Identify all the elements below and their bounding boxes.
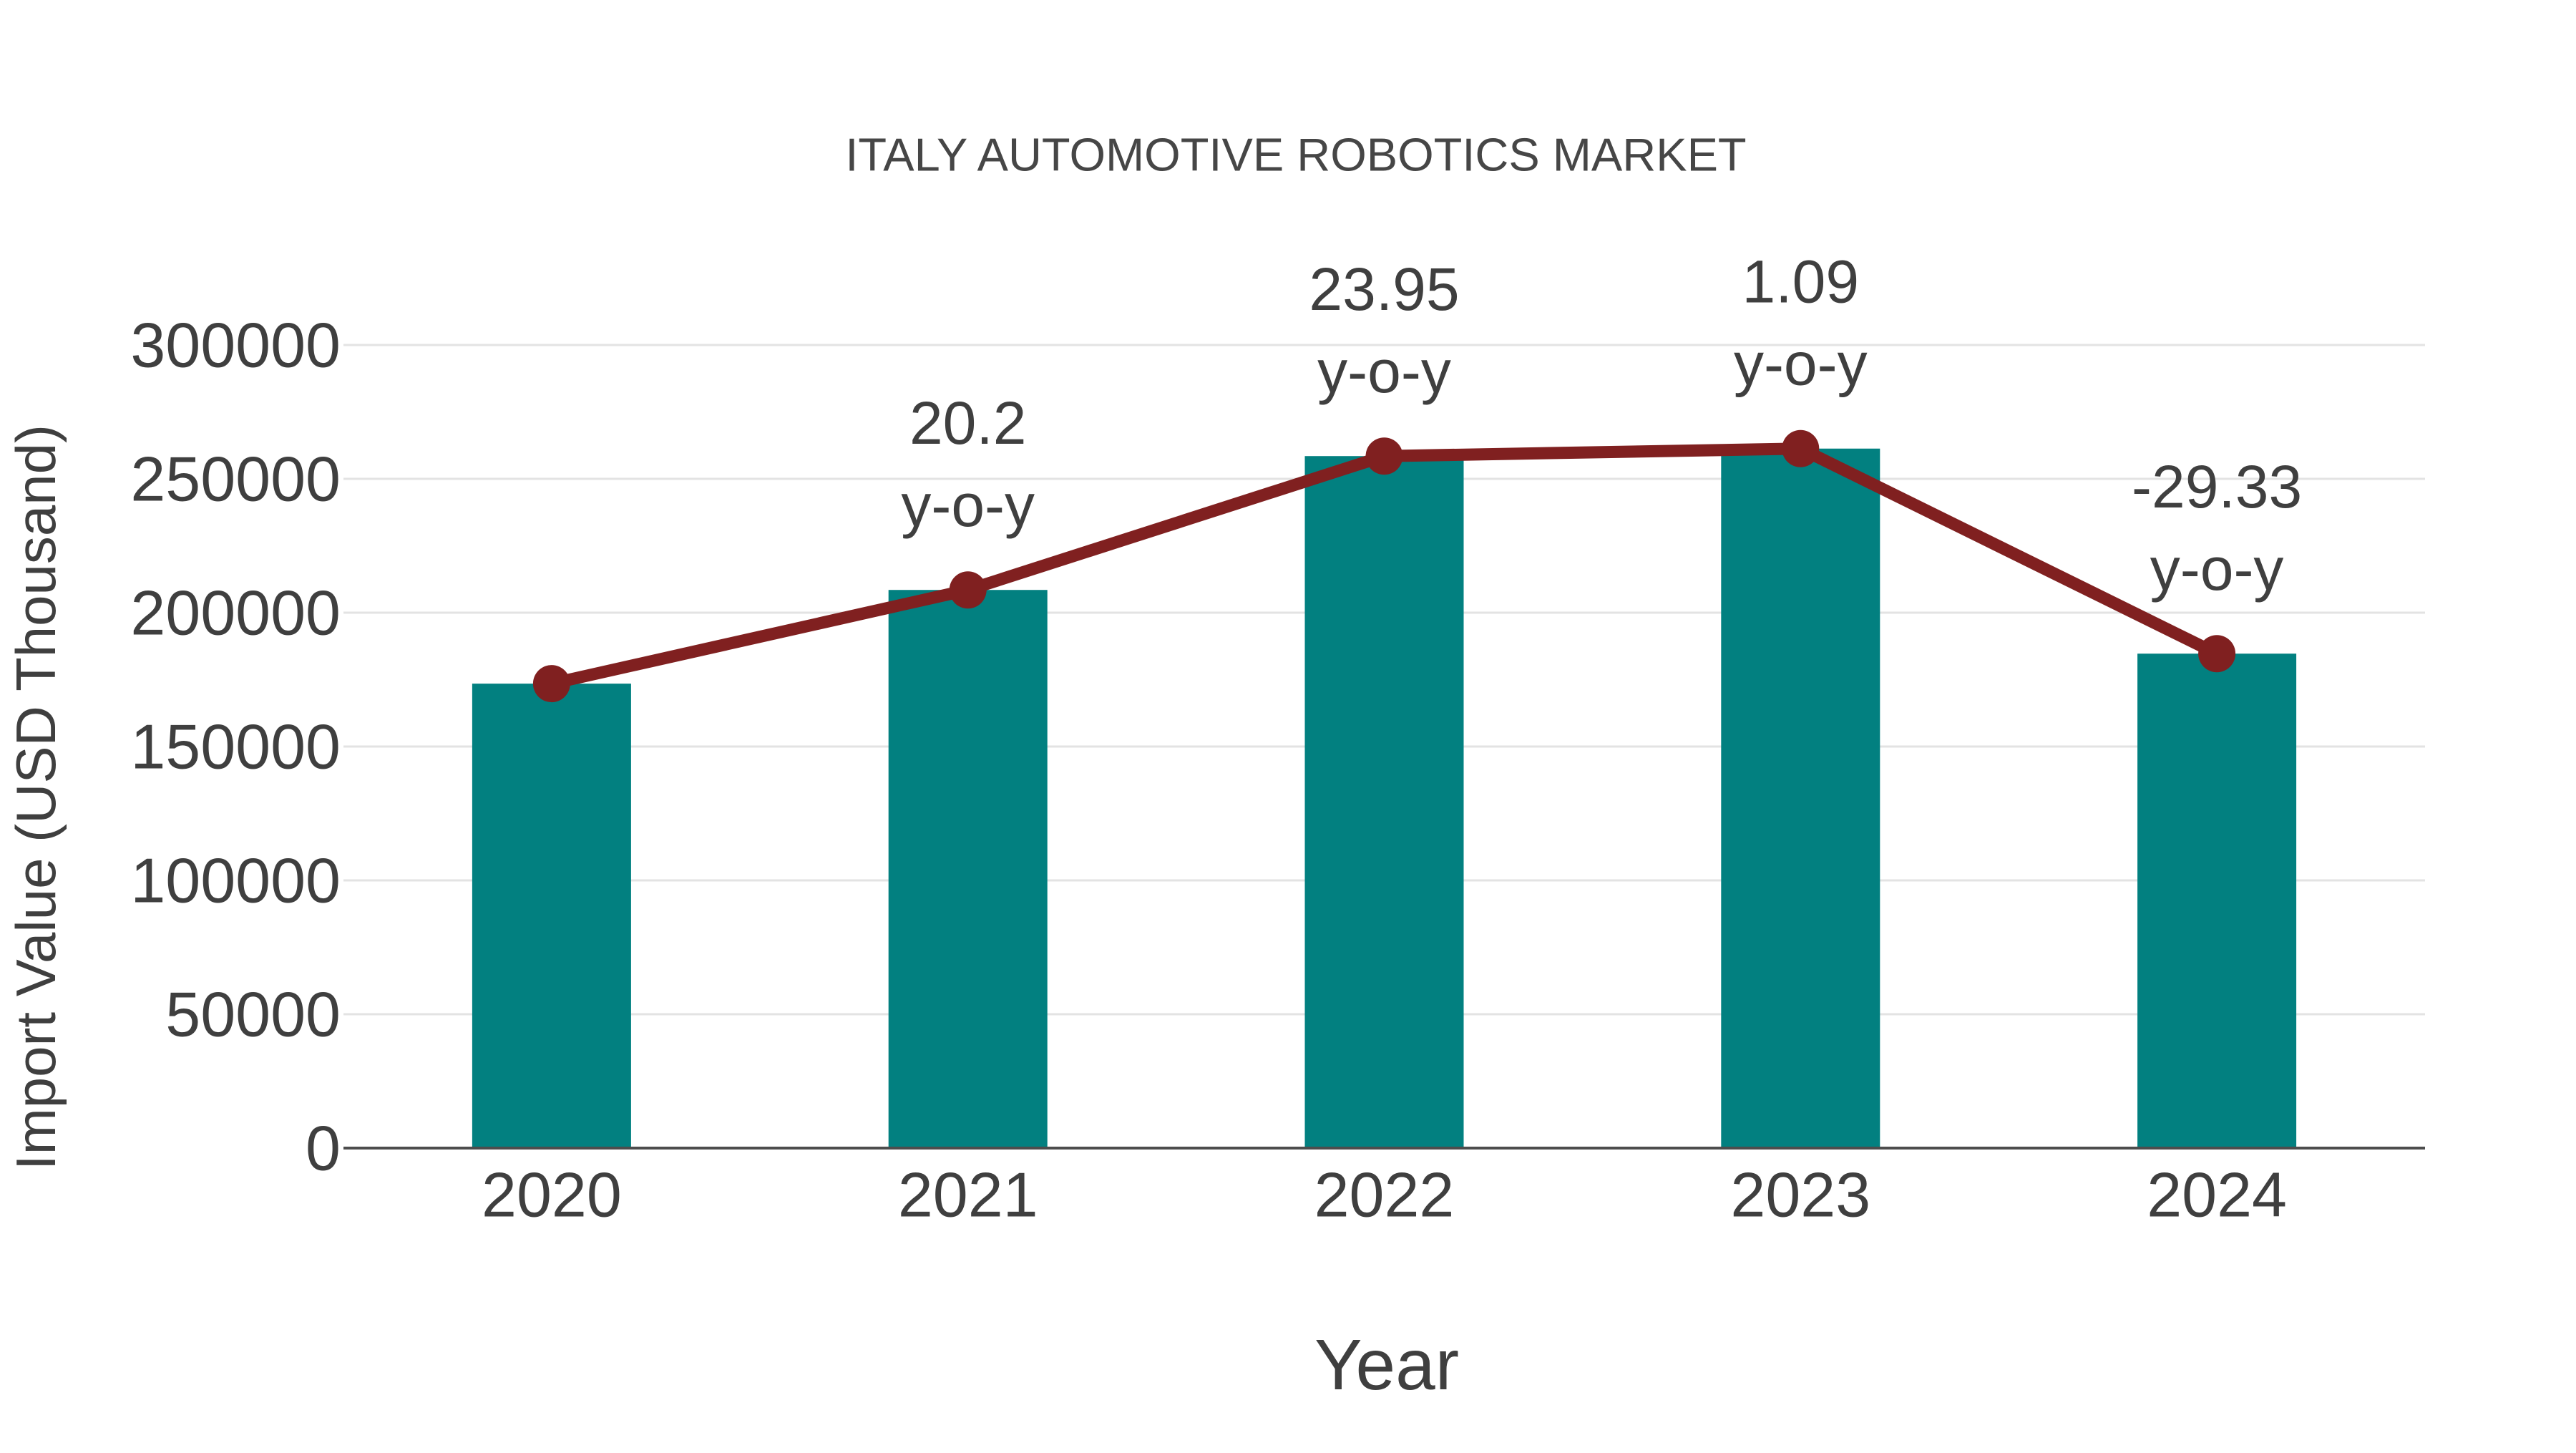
bar-2024 [2137, 653, 2297, 1148]
x-tick-label-2020: 2020 [482, 1160, 622, 1230]
y-tick-label: 0 [306, 1113, 341, 1184]
y-tick-label: 150000 [130, 711, 341, 782]
bars-group [472, 448, 2297, 1148]
x-tick-label-2022: 2022 [1314, 1160, 1455, 1230]
bar-2022 [1304, 456, 1464, 1148]
yoy-value-label: 23.95 [1309, 256, 1459, 323]
y-tick-label: 200000 [130, 578, 341, 648]
bar-2023 [1721, 448, 1880, 1148]
chart-title: ITALY AUTOMOTIVE ROBOTICS MARKET [845, 129, 1746, 181]
x-axis-title: Year [1314, 1325, 1459, 1405]
x-tick-label-2023: 2023 [1730, 1160, 1870, 1230]
bar-2020 [472, 684, 631, 1148]
y-tick-label: 250000 [130, 444, 341, 515]
yoy-value-label: -29.33 [2132, 453, 2302, 520]
x-tick-label-2021: 2021 [898, 1160, 1038, 1230]
yoy-marker-2020 [532, 665, 570, 703]
yoy-marker-2022 [1365, 437, 1403, 475]
yoy-value-label: 1.09 [1742, 248, 1860, 316]
yoy-unit-label: y-o-y [2150, 535, 2284, 603]
yoy-unit-label: y-o-y [1317, 338, 1451, 405]
annotations-group: 20.2 y-o-y 23.95 y-o-y 1.09 y-o-y -29.33 y-o-y [901, 248, 2302, 603]
y-tick-label: 300000 [130, 310, 341, 381]
x-tick-label-2024: 2024 [2147, 1160, 2287, 1230]
yoy-unit-label: y-o-y [1734, 331, 1868, 398]
x-tick-labels: 2020 2021 2022 2023 2024 [482, 1160, 2287, 1230]
yoy-marker-2024 [2198, 635, 2236, 673]
yoy-marker-2021 [949, 571, 987, 609]
yoy-value-label: 20.2 [909, 389, 1027, 457]
y-axis-title: Import Value (USD Thousand) [4, 424, 67, 1170]
yoy-unit-label: y-o-y [901, 472, 1035, 539]
line-series-group [532, 429, 2236, 703]
yoy-marker-2023 [1782, 429, 1820, 467]
y-tick-label: 50000 [165, 979, 341, 1050]
y-tick-labels: 0 50000 100000 150000 200000 250000 300000 [130, 310, 341, 1184]
bar-2021 [888, 590, 1048, 1148]
y-tick-label: 100000 [130, 845, 341, 916]
